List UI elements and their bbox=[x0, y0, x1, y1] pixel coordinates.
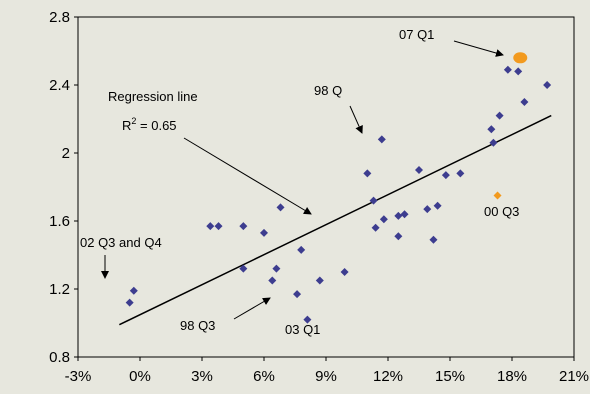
y-tick-label: 1.2 bbox=[49, 281, 70, 298]
y-tick-label: 2.4 bbox=[49, 77, 70, 94]
data-point bbox=[394, 232, 403, 241]
data-point bbox=[239, 222, 248, 231]
data-point bbox=[369, 196, 378, 205]
label-00q3: 00 Q3 bbox=[484, 204, 519, 219]
x-tick-label: 18% bbox=[497, 368, 527, 385]
y-tick-label: 2 bbox=[62, 145, 70, 162]
data-point bbox=[423, 205, 432, 214]
data-point bbox=[503, 65, 512, 74]
data-point bbox=[371, 223, 380, 232]
label-98q: 98 Q bbox=[314, 83, 342, 98]
data-point bbox=[379, 215, 388, 224]
data-points bbox=[119, 52, 552, 326]
data-point bbox=[514, 67, 523, 76]
axes: 0.8 1.2 1.6 2 2.4 2.8 -3% 0% 3% 6% 9% 12% 15% 18% 21% bbox=[49, 9, 589, 385]
data-point bbox=[303, 315, 312, 324]
data-point bbox=[293, 290, 302, 299]
y-tick-label: 0.8 bbox=[49, 349, 70, 366]
r2-label: R2 = 0.65 bbox=[122, 116, 177, 133]
x-tick-label: 3% bbox=[191, 368, 213, 385]
data-point bbox=[487, 125, 496, 134]
data-point bbox=[315, 276, 324, 285]
data-point bbox=[394, 211, 403, 220]
data-point bbox=[129, 286, 138, 295]
regression-label: Regression line bbox=[108, 89, 198, 104]
data-point bbox=[415, 166, 423, 174]
y-tick-label: 1.6 bbox=[49, 213, 70, 230]
data-point bbox=[433, 201, 442, 210]
data-point bbox=[520, 98, 529, 106]
data-point bbox=[377, 135, 386, 144]
data-point bbox=[495, 111, 504, 120]
data-point-highlight bbox=[513, 52, 528, 64]
data-point bbox=[441, 171, 450, 180]
data-point bbox=[272, 264, 281, 273]
data-point bbox=[260, 228, 268, 237]
label-07q1: 07 Q1 bbox=[399, 27, 434, 42]
data-point bbox=[268, 276, 277, 285]
data-point bbox=[239, 264, 248, 273]
arrow-07q1 bbox=[453, 40, 504, 57]
label-03q1: 03 Q1 bbox=[285, 322, 320, 337]
data-point bbox=[543, 81, 552, 89]
label-98q3: 98 Q3 bbox=[180, 318, 215, 333]
x-tick-label: 0% bbox=[129, 368, 151, 385]
data-point bbox=[214, 222, 223, 231]
regression-arrow bbox=[183, 137, 312, 215]
regression-line bbox=[119, 114, 552, 326]
data-point bbox=[400, 210, 409, 219]
arrow-98q3 bbox=[233, 297, 271, 320]
data-point bbox=[125, 298, 134, 307]
data-point bbox=[206, 222, 215, 231]
arrow-98q bbox=[349, 105, 363, 134]
data-point bbox=[456, 169, 465, 178]
plot-frame bbox=[77, 16, 575, 358]
data-point bbox=[489, 138, 498, 147]
x-tick-label: 12% bbox=[373, 368, 403, 385]
data-point bbox=[363, 169, 372, 178]
x-tick-label: 15% bbox=[435, 368, 465, 385]
data-point bbox=[493, 191, 502, 200]
label-02q3q4: 02 Q3 and Q4 bbox=[80, 235, 162, 250]
x-tick-label: -3% bbox=[65, 368, 92, 385]
annotations: Regression line R2 = 0.65 98 Q 07 Q1 00 Q3 02… bbox=[80, 27, 519, 337]
data-point bbox=[429, 235, 438, 244]
data-point bbox=[297, 245, 306, 254]
x-tick-label: 6% bbox=[253, 368, 275, 385]
x-tick-label: 21% bbox=[559, 368, 589, 385]
data-point bbox=[276, 203, 285, 212]
y-tick-label: 2.8 bbox=[49, 9, 70, 26]
x-tick-label: 9% bbox=[315, 368, 337, 385]
data-point bbox=[340, 268, 349, 276]
